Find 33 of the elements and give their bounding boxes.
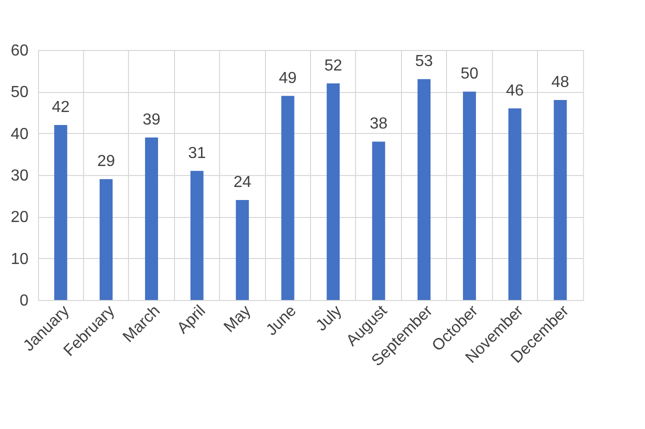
- y-tick-label: 20: [10, 209, 29, 226]
- data-label: 53: [415, 53, 434, 70]
- bar: [190, 170, 204, 300]
- bar: [554, 100, 567, 300]
- bar: [372, 142, 386, 300]
- data-label: 39: [142, 112, 161, 128]
- data-label: 42: [52, 99, 70, 116]
- data-label: 31: [188, 144, 206, 162]
- bar: [100, 179, 113, 300]
- data-label: 48: [551, 74, 570, 91]
- y-tick-label: 0: [20, 292, 29, 310]
- y-tick-label: 40: [10, 126, 29, 143]
- bar: [326, 83, 340, 300]
- x-tick-label: May: [220, 302, 254, 336]
- bar: [236, 200, 249, 300]
- y-tick-label: 30: [10, 168, 29, 184]
- bar: [145, 138, 158, 300]
- y-tick-label: 10: [10, 250, 29, 268]
- data-label: 46: [506, 82, 524, 100]
- data-label: 24: [233, 174, 252, 191]
- data-label: 29: [97, 153, 116, 170]
- y-tick-label: 60: [10, 42, 29, 60]
- x-tick-label: July: [313, 302, 346, 335]
- data-label: 50: [460, 66, 478, 83]
- data-label: 49: [278, 70, 297, 87]
- bar: [418, 79, 431, 300]
- bar: [462, 92, 476, 300]
- y-tick-label: 50: [10, 84, 29, 102]
- bar: [281, 96, 294, 300]
- data-label: 38: [370, 116, 388, 133]
- data-label: 52: [324, 57, 342, 74]
- bar: [508, 108, 522, 300]
- bar: [54, 125, 68, 300]
